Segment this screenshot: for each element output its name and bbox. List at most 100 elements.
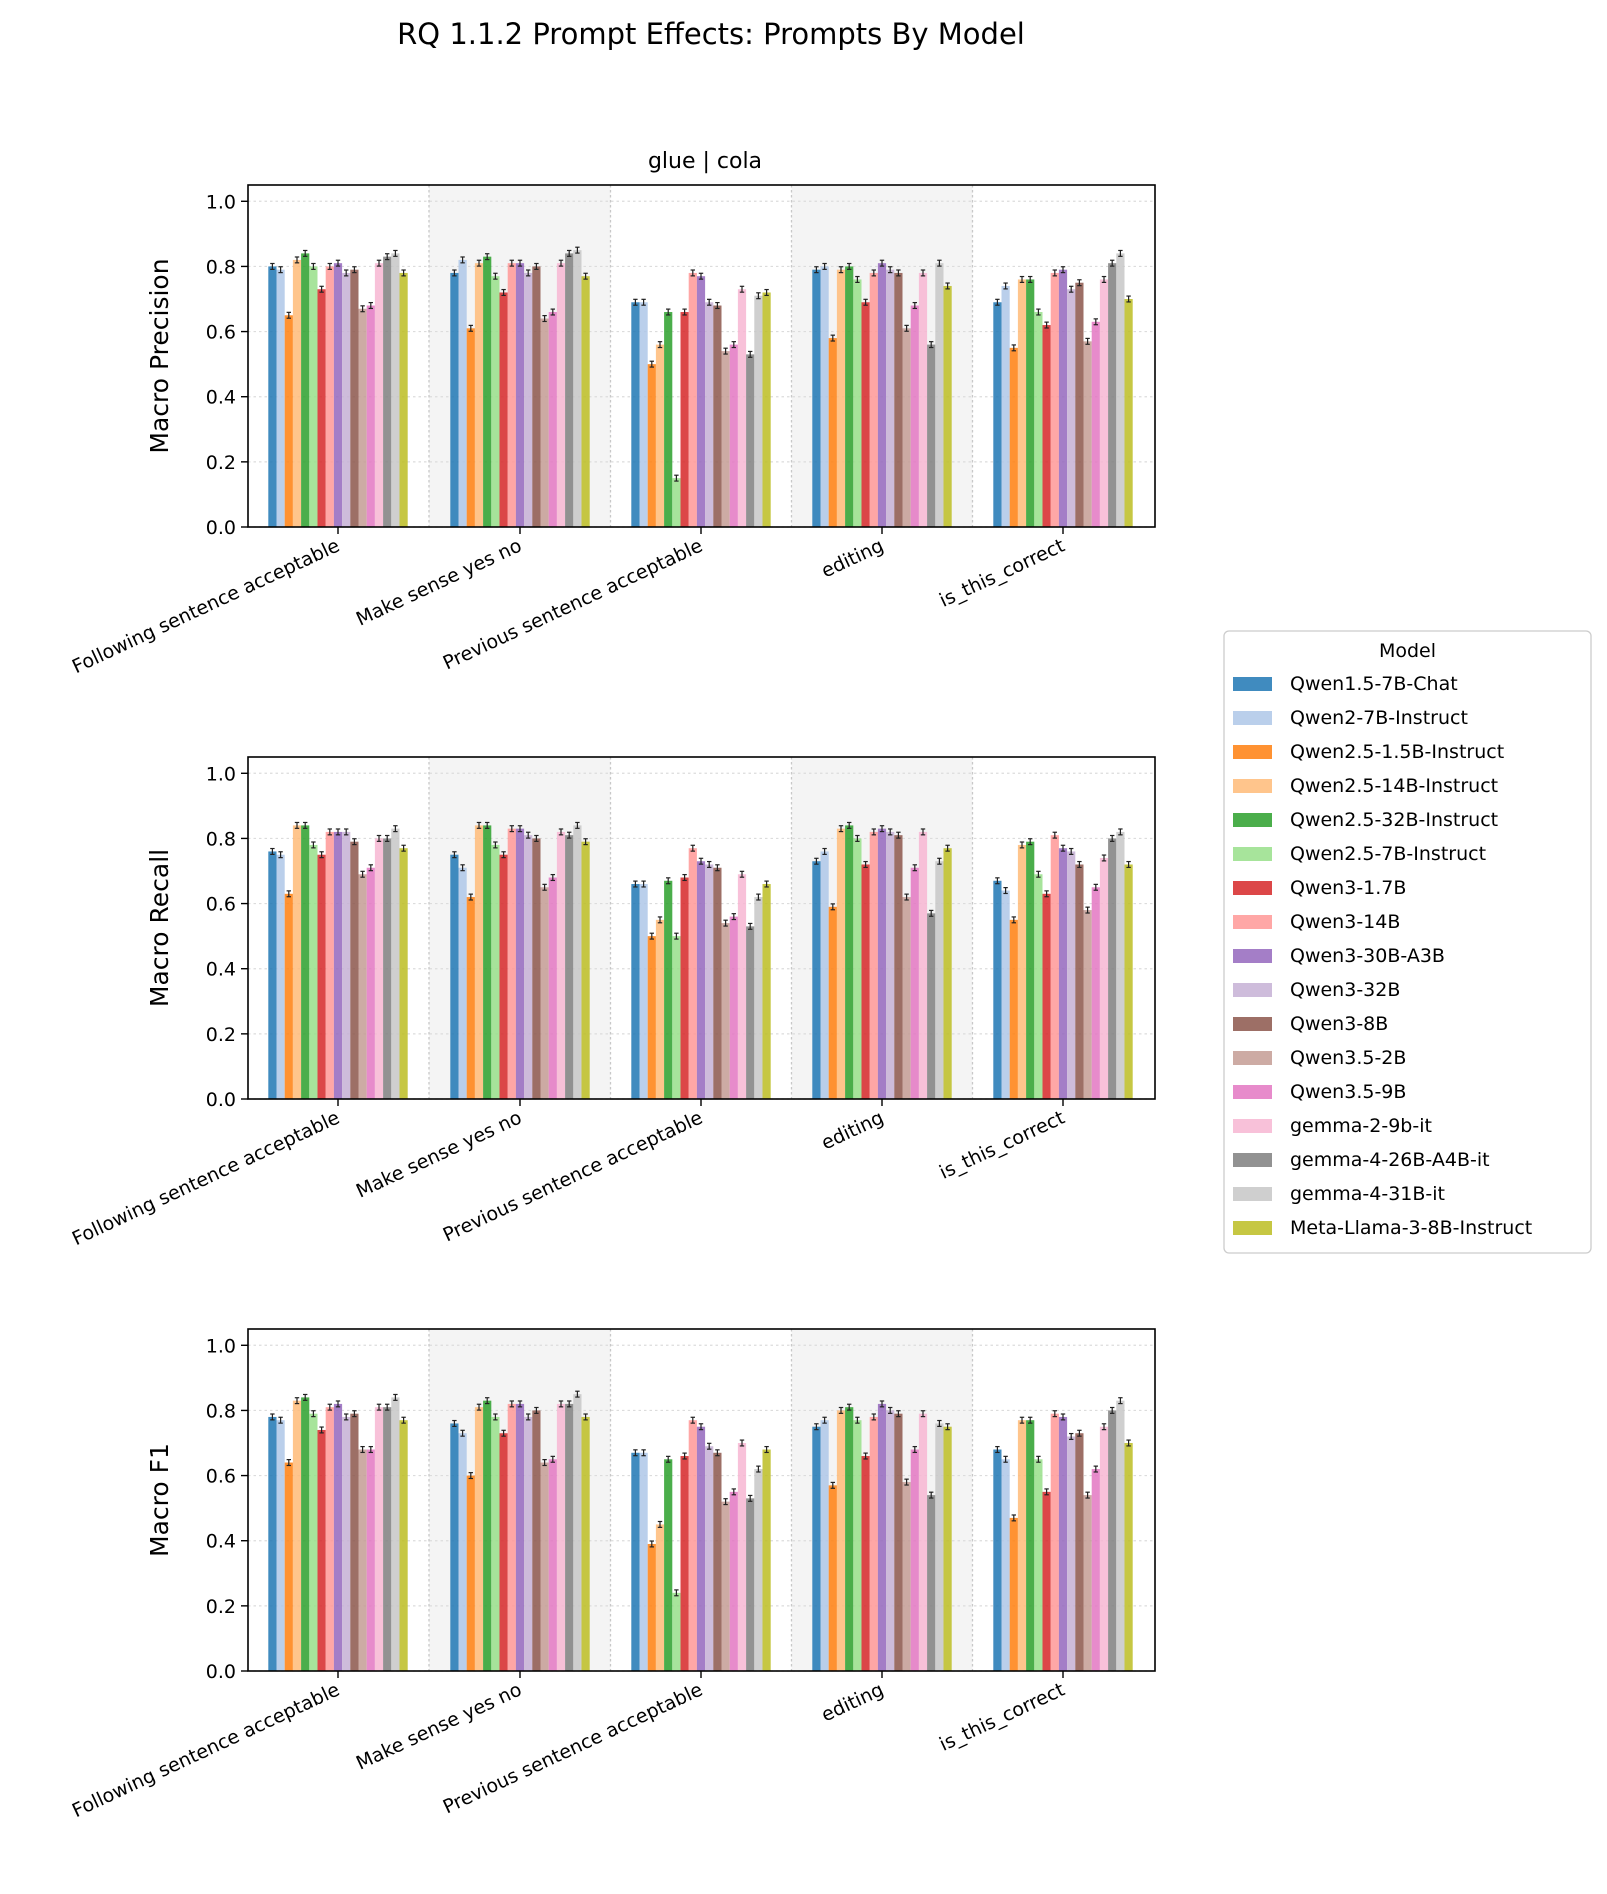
bar-qwen3-14b [507,1403,516,1671]
bar-qwen2-5-1-5b-instruct [1009,919,1018,1099]
bar-qwen3-14b [869,272,878,527]
legend-item-gemma-2-9b-it: gemma-2-9b-it [1290,1115,1432,1137]
legend-swatch-qwen3-5-2b [1233,1051,1272,1065]
bar-qwen2-5-7b-instruct [672,1592,681,1671]
bar-qwen3-1-7b [317,854,326,1099]
legend-swatch-qwen2-5-14b-instruct [1233,779,1272,793]
legend-item-qwen1-5-7b-chat: Qwen1.5-7B-Chat [1290,673,1458,695]
bar-qwen1-5-7b-chat [450,854,459,1099]
bar-qwen3-5-9b [910,867,919,1099]
bar-qwen3-5-9b [1091,887,1100,1099]
bar-meta-llama-3-8b-instruct [399,272,408,527]
legend-swatch-qwen2-5-1-5b-instruct [1233,745,1272,759]
bar-qwen3-1-7b [317,1429,326,1671]
bar-gemma-4-31b-it [391,828,400,1099]
bar-meta-llama-3-8b-instruct [581,1416,590,1671]
bar-qwen3-5-9b [548,312,557,527]
y-tick-label: 0.6 [206,894,236,916]
bar-meta-llama-3-8b-instruct [943,848,952,1099]
bar-gemma-2-9b-it [1099,857,1109,1099]
bar-qwen3-1-7b [680,312,689,527]
bar-qwen2-5-1-5b-instruct [647,1543,656,1671]
bar-meta-llama-3-8b-instruct [581,276,590,527]
bar-qwen2-5-7b-instruct [853,838,862,1099]
legend-item-qwen3-32b: Qwen3-32B [1290,979,1400,1001]
y-tick-label: 0.8 [206,1400,236,1422]
bar-qwen3-1-7b [861,302,870,527]
bar-gemma-4-26b-a4b-it [746,1498,755,1671]
bar-qwen2-5-14b-instruct [474,1407,484,1671]
bar-qwen2-5-32b-instruct [845,1407,854,1671]
bar-qwen2-7b-instruct [1001,1459,1010,1671]
bar-qwen2-5-7b-instruct [309,266,318,527]
bar-gemma-4-31b-it [391,1397,400,1671]
bar-gemma-4-26b-a4b-it [1108,1410,1117,1671]
bar-qwen3-32b [886,831,895,1099]
bar-qwen2-5-7b-instruct [853,279,862,527]
legend-item-meta-llama-3-8b-instruct: Meta-Llama-3-8B-Instruct [1290,1217,1532,1239]
bar-qwen3-14b [507,828,516,1099]
y-axis-label: Macro Recall [145,849,174,1007]
bar-qwen3-5-9b [1091,321,1100,527]
bar-qwen3-14b [869,831,878,1099]
legend-swatch-qwen2-7b-instruct [1233,711,1272,725]
y-tick-label: 0.6 [206,1466,236,1488]
bar-meta-llama-3-8b-instruct [1124,299,1133,527]
bar-qwen3-30b-a3b [333,263,343,527]
bar-qwen3-5-9b [366,305,375,527]
bar-gemma-4-26b-a4b-it [565,835,574,1099]
bar-qwen2-5-14b-instruct [655,919,665,1099]
y-tick-label: 0.2 [206,452,236,474]
bar-qwen2-5-7b-instruct [672,478,681,527]
bar-qwen1-5-7b-chat [812,861,821,1099]
bar-qwen2-5-32b-instruct [1026,1420,1035,1671]
bar-qwen2-5-1-5b-instruct [828,906,837,1099]
bar-meta-llama-3-8b-instruct [399,1420,408,1671]
bar-qwen2-5-7b-instruct [309,844,318,1099]
y-axis-label: Macro F1 [145,1443,174,1557]
bar-qwen3-14b [869,1416,878,1671]
bar-qwen3-1-7b [1042,325,1051,527]
bar-qwen3-5-9b [910,305,919,527]
bar-qwen2-5-14b-instruct [474,825,484,1099]
bar-qwen2-5-1-5b-instruct [647,936,656,1099]
bar-qwen3-32b [342,272,351,527]
y-tick-label: 0.6 [206,322,236,344]
figure-title: RQ 1.1.2 Prompt Effects: Prompts By Mode… [397,17,1025,51]
bar-qwen2-5-7b-instruct [672,936,681,1099]
bar-qwen3-14b [688,1420,697,1671]
bar-qwen3-5-2b [1083,910,1092,1099]
bar-qwen3-32b [342,1416,351,1671]
legend-item-qwen3-14b: Qwen3-14B [1290,911,1400,933]
bar-qwen3-14b [688,272,697,527]
y-tick-label: 0.4 [206,959,236,981]
bar-qwen2-5-32b-instruct [483,256,492,527]
bar-qwen3-30b-a3b [515,1403,525,1671]
bar-qwen3-1-7b [1042,893,1051,1099]
bar-qwen3-8b [532,1410,541,1671]
bar-qwen2-5-7b-instruct [1034,1459,1043,1671]
bar-qwen2-5-1-5b-instruct [466,1475,475,1671]
legend-item-qwen3-5-2b: Qwen3.5-2B [1290,1047,1406,1069]
bar-gemma-4-31b-it [391,253,400,527]
bar-qwen3-8b [894,272,903,527]
bar-qwen1-5-7b-chat [812,1426,821,1671]
bar-qwen3-8b [532,266,541,527]
bar-qwen1-5-7b-chat [631,884,640,1099]
bar-qwen2-5-32b-instruct [301,1397,310,1671]
bar-qwen2-5-7b-instruct [1034,874,1043,1099]
bar-qwen3-8b [713,305,722,527]
y-tick-label: 1.0 [206,191,236,213]
bar-qwen2-7b-instruct [276,1420,285,1671]
bar-qwen3-5-2b [902,897,911,1099]
y-tick-label: 1.0 [206,763,236,785]
bar-gemma-4-26b-a4b-it [746,926,755,1099]
bar-gemma-4-26b-a4b-it [927,1495,936,1671]
bar-gemma-4-31b-it [1116,1400,1125,1671]
legend-swatch-qwen3-5-9b [1233,1085,1272,1099]
legend-item-qwen2-5-14b-instruct: Qwen2.5-14B-Instruct [1290,775,1498,797]
y-axis-label: Macro Precision [145,258,174,453]
bar-gemma-2-9b-it [374,838,384,1099]
legend-swatch-gemma-2-9b-it [1233,1119,1272,1133]
